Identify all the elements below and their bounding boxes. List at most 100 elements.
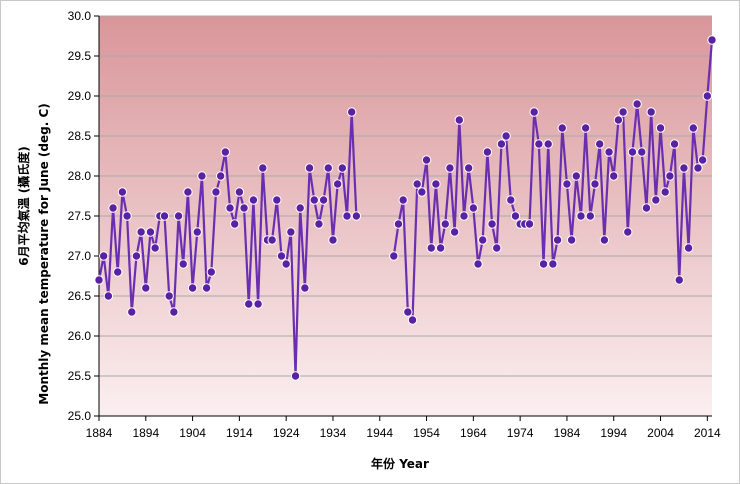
data-point (323, 163, 333, 173)
data-point (276, 251, 287, 261)
data-point (342, 211, 352, 221)
data-point (440, 219, 450, 229)
data-point (576, 211, 586, 221)
data-point (590, 179, 600, 189)
data-point (632, 99, 642, 109)
data-point (435, 243, 446, 253)
data-point (94, 275, 104, 285)
data-point (707, 35, 717, 45)
data-point (234, 187, 245, 197)
data-point (192, 227, 202, 237)
data-point (473, 259, 483, 269)
data-point (501, 131, 511, 141)
data-point (543, 139, 553, 149)
y-tick-label: 30.0 (68, 9, 92, 23)
data-point (300, 283, 310, 293)
x-tick-label: 1954 (413, 426, 440, 440)
data-point (272, 195, 282, 205)
x-tick-label: 1924 (273, 426, 300, 440)
data-point (187, 283, 198, 293)
data-point (604, 147, 614, 157)
data-point (197, 171, 207, 181)
data-point (304, 163, 315, 173)
data-point (562, 179, 572, 189)
axes (94, 15, 712, 421)
x-tick-label: 1884 (86, 426, 113, 440)
y-axis-title-en: Monthly mean temperature for June (deg. … (37, 103, 51, 404)
data-point (281, 259, 291, 269)
data-point (524, 219, 535, 229)
data-point (253, 299, 263, 309)
y-tick-label: 29.0 (68, 89, 92, 103)
data-point (248, 195, 259, 205)
y-tick-label: 28.0 (68, 169, 92, 183)
tick-labels: 25.0 25.5 26.0 26.5 27.0 27.5 28.0 28.5 29.0 29.5… (68, 9, 721, 440)
data-point (580, 123, 591, 133)
data-point (702, 91, 713, 101)
y-axis-title-zh: 6月平均氣溫 (攝氏度) (16, 146, 31, 266)
series-line-segment-1 (97, 110, 358, 378)
x-tick-label: 2004 (647, 426, 674, 440)
data-point (482, 147, 493, 157)
data-point (557, 123, 567, 133)
y-tick-label: 25.0 (68, 409, 92, 423)
data-point (178, 259, 188, 269)
data-point (646, 107, 656, 117)
data-point (258, 163, 268, 173)
data-point (150, 243, 160, 253)
data-point (131, 251, 142, 261)
data-point (571, 171, 581, 181)
data-point (314, 219, 324, 229)
data-point (108, 203, 118, 213)
data-point (215, 171, 226, 181)
data-point (594, 139, 605, 149)
data-point (103, 291, 114, 301)
data-point (290, 371, 301, 381)
data-point (487, 219, 497, 229)
data-point (206, 267, 217, 277)
data-point (98, 251, 109, 261)
data-point (403, 307, 413, 317)
data-point (267, 235, 277, 245)
data-point (613, 115, 624, 125)
data-point (431, 179, 441, 189)
data-point (449, 227, 460, 237)
data-point (407, 315, 418, 325)
data-point (113, 267, 123, 277)
data-point (127, 307, 137, 317)
data-point (529, 107, 539, 117)
data-point (211, 187, 221, 197)
data-point (674, 275, 684, 285)
data-point (169, 307, 179, 317)
y-tick-label: 29.5 (68, 49, 92, 63)
data-point (183, 187, 193, 197)
data-point (637, 147, 647, 157)
x-tick-label: 1944 (366, 426, 393, 440)
data-point (538, 259, 549, 269)
data-point (332, 179, 343, 189)
data-point (295, 203, 305, 213)
data-point (346, 107, 357, 117)
data-point (201, 283, 212, 293)
data-point (398, 195, 408, 205)
data-point (318, 195, 329, 205)
data-point (665, 171, 675, 181)
data-point (337, 163, 348, 173)
data-point (609, 171, 619, 181)
data-point (445, 163, 455, 173)
series-marker-layer (94, 35, 717, 381)
data-point (548, 259, 558, 269)
x-tick-label: 1964 (460, 426, 487, 440)
x-tick-label: 1894 (132, 426, 159, 440)
data-point (220, 147, 231, 157)
data-point (506, 195, 516, 205)
x-tick-label: 1984 (554, 426, 581, 440)
data-point (651, 195, 661, 205)
data-point (244, 299, 254, 309)
data-point (618, 107, 628, 117)
data-point (566, 235, 577, 245)
y-tick-label: 28.5 (68, 129, 92, 143)
data-point (351, 211, 362, 221)
data-point (145, 227, 156, 237)
